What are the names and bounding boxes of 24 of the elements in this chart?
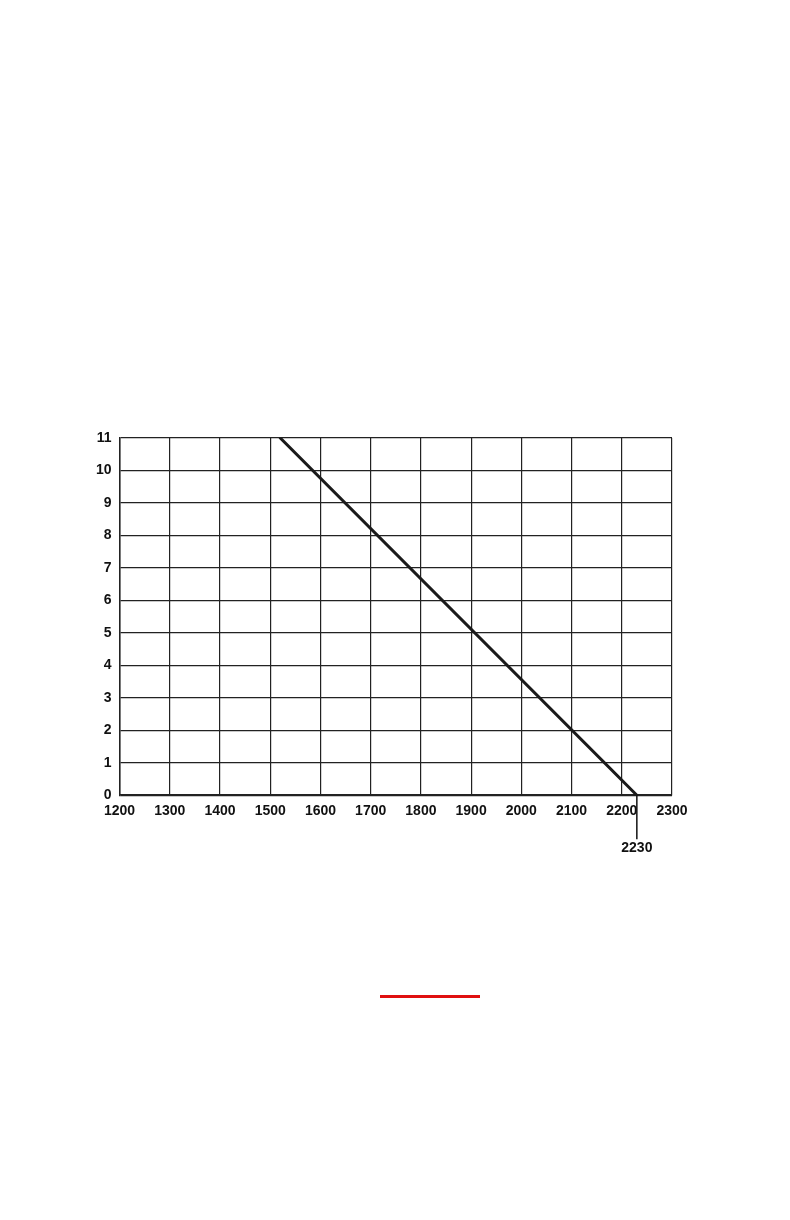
x-tick-label: 2300	[656, 802, 688, 819]
x-tick-label: 1300	[154, 802, 186, 819]
y-tick-label: 0	[103, 786, 112, 803]
y-tick-label: 9	[103, 493, 112, 510]
y-tick-label: 4	[103, 656, 112, 673]
x-tick-label: 1900	[455, 802, 487, 819]
x-tick-label: 1200	[103, 802, 136, 819]
y-tick-label: 6	[103, 591, 112, 608]
x-tick-label: 1500	[254, 802, 287, 819]
x-tick-label: 1400	[204, 802, 236, 819]
y-tick-label: 3	[103, 688, 112, 705]
y-tick-label: 5	[103, 623, 112, 640]
x-tick-label: 1700	[355, 802, 387, 819]
y-tick-label: 11	[96, 428, 112, 445]
x-tick-label: 1600	[304, 802, 337, 819]
y-tick-label: 8	[103, 526, 112, 543]
x-tick-label: 2000	[505, 802, 538, 819]
x-tick-label: 2100	[555, 802, 588, 819]
annotation: 2230	[621, 839, 653, 856]
y-tick-label: 2	[103, 721, 112, 738]
x-tick-label: 1800	[405, 802, 437, 819]
y-tick-label: 1	[103, 753, 112, 770]
y-tick-label: 7	[103, 558, 112, 575]
y-tick-label: 10	[95, 461, 112, 478]
